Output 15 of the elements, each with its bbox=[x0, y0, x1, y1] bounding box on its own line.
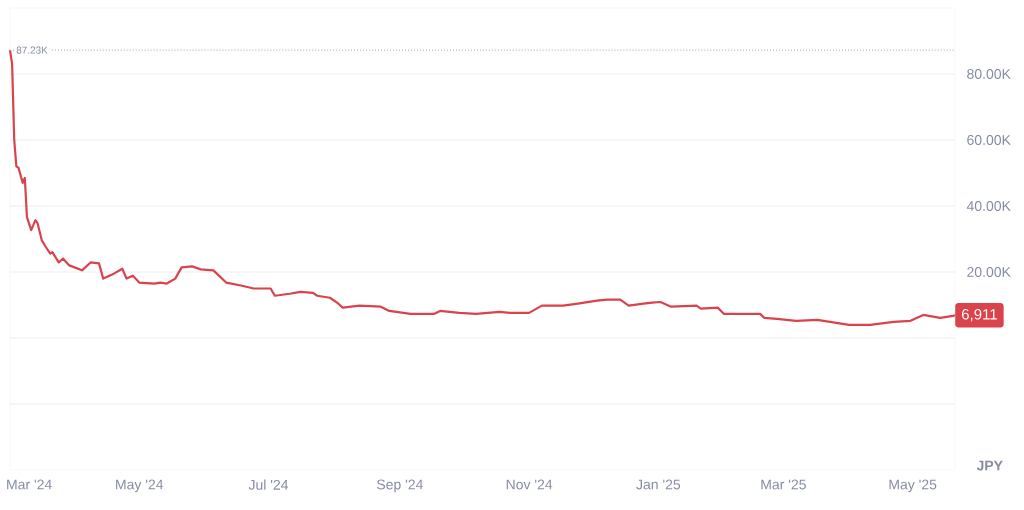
x-tick-label: Mar '24 bbox=[7, 479, 52, 490]
y-axis-title: JPY bbox=[976, 460, 1003, 471]
y-tick-label: 60.00K bbox=[967, 135, 1011, 145]
x-tick-label: Jul '24 bbox=[248, 479, 289, 490]
y-tick-label: 20.00K bbox=[967, 267, 1011, 277]
x-tick-label: May '24 bbox=[116, 479, 164, 493]
x-tick-label: May '25 bbox=[889, 479, 937, 493]
ref-line-label: 87.23K bbox=[16, 46, 48, 54]
annotation: 6,911 bbox=[961, 309, 997, 322]
x-tick-label: Sep '24 bbox=[376, 479, 423, 493]
x-tick-label: Nov '24 bbox=[506, 479, 553, 490]
y-tick-label: 40.00K bbox=[966, 201, 1011, 211]
y-tick-label: 80.00K bbox=[967, 69, 1011, 79]
x-tick-label: Jan '25 bbox=[636, 479, 681, 490]
x-tick-label: Mar '25 bbox=[761, 479, 806, 490]
